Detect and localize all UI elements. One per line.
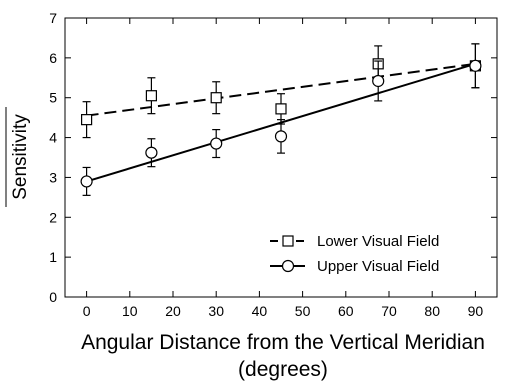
x-tick-label: 80 [424,303,440,319]
y-axis-label: Sensitivity [5,107,31,207]
x-axis-title-line1: Angular Distance from the Vertical Merid… [81,331,485,354]
data-point-square [80,114,93,126]
legend-marker-lower [282,235,294,247]
data-point-circle [274,130,288,143]
series-upper-visual-field [80,43,482,196]
x-tick-label: 70 [381,303,397,319]
data-point-circle [145,146,158,159]
x-tick-label: 30 [208,303,224,319]
data-point-circle [469,59,482,72]
x-tick-label: 50 [295,303,311,319]
y-axis-title: Sensitivity [10,114,31,200]
data-point-square [275,103,287,115]
legend: Lower Visual Field Upper Visual Field [270,233,439,275]
data-point-circle [80,175,93,188]
x-tick-label: 60 [338,303,354,319]
legend-marker-upper [281,259,295,273]
x-tick-label: 40 [252,303,268,319]
y-tick-label: 7 [49,10,57,26]
x-tick-label: 20 [165,303,181,319]
x-tick-label: 10 [122,303,138,319]
y-tick-label: 6 [49,50,57,66]
series-layer [80,43,482,196]
x-tick-label: 90 [468,303,484,319]
y-tick-label: 5 [49,90,57,106]
y-tick-label: 1 [49,249,57,265]
data-point-circle [372,74,385,88]
plot-area [64,17,498,298]
x-tick-label: 0 [83,303,91,319]
y-tick-label: 2 [49,209,57,225]
legend-label-upper: Upper Visual Field [317,258,439,275]
y-tick-label: 0 [49,289,57,305]
data-point-square [210,92,222,104]
x-axis: 0 10 20 30 40 50 60 70 80 90 [83,18,484,319]
legend-label-lower: Lower Visual Field [317,233,439,250]
x-axis-title-line2: (degrees) [238,358,328,381]
data-point-square [145,90,157,102]
y-axis: 0 1 2 3 4 5 6 7 [49,10,497,305]
y-tick-label: 3 [49,169,57,185]
y-tick-label: 4 [49,130,57,146]
data-point-circle [210,137,223,150]
